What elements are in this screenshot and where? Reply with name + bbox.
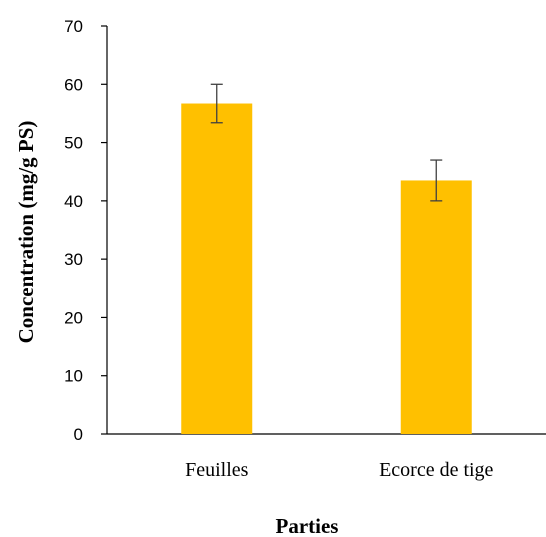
y-axis: 0 10 20 30 40 50 60 70 — [64, 17, 108, 444]
y-tick-label: 0 — [74, 425, 83, 444]
y-tick-label: 40 — [64, 192, 83, 211]
x-tick-label: Ecorce de tige — [379, 459, 493, 481]
y-tick-label: 10 — [64, 367, 83, 386]
x-tick-label: Feuilles — [185, 459, 249, 481]
error-bar-2 — [430, 159, 443, 202]
bars — [181, 103, 472, 435]
bar-1 — [181, 103, 253, 435]
y-tick-label: 20 — [64, 308, 83, 327]
error-bars — [210, 83, 443, 202]
y-tick-label: 30 — [64, 250, 83, 269]
bar-2 — [400, 180, 472, 434]
error-bar-1 — [210, 83, 223, 124]
y-axis-title: Concentration (mg/g PS) — [14, 121, 38, 344]
y-tick-label: 50 — [64, 134, 83, 153]
y-tick-label: 60 — [64, 75, 83, 94]
y-tick-label: 70 — [64, 17, 83, 36]
x-axis-title: Parties — [276, 514, 339, 537]
x-axis: Feuilles Ecorce de tige — [107, 433, 546, 481]
